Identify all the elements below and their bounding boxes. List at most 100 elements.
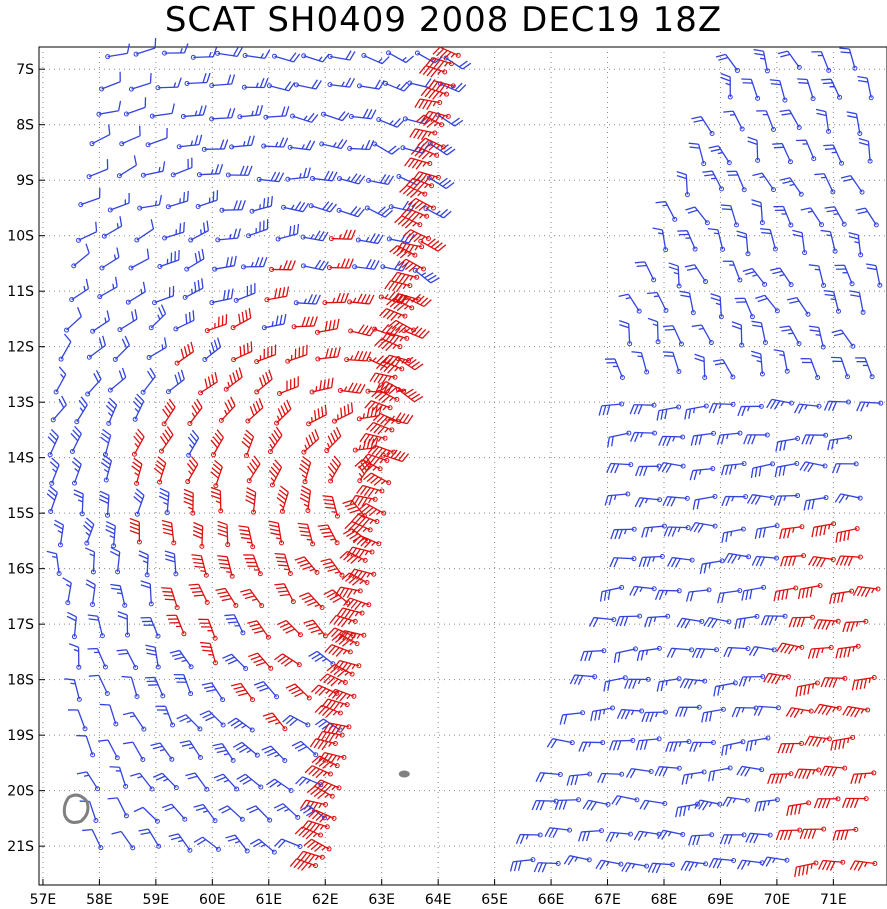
wind-barb (329, 614, 358, 628)
wind-barb (635, 736, 662, 751)
wind-barb (736, 859, 765, 870)
wind-barb (90, 310, 111, 334)
wind-barb (188, 220, 210, 243)
wind-barb (306, 785, 335, 800)
wind-barb (240, 256, 268, 270)
wind-barb (274, 838, 303, 850)
wind-barb (595, 859, 624, 870)
wind-barb (237, 105, 264, 120)
wind-barb (281, 201, 310, 213)
wind-barb (82, 828, 104, 851)
wind-barb (629, 585, 657, 597)
wind-barb (546, 738, 575, 749)
wind-barb (856, 400, 884, 412)
wind-barb (297, 522, 316, 547)
wind-barb (246, 805, 273, 823)
wind-barb (404, 157, 433, 170)
wind-barb (751, 555, 780, 567)
wind-barb (253, 681, 280, 700)
wind-barb (641, 523, 667, 538)
wind-barb (298, 455, 312, 485)
wind-barb (811, 51, 832, 73)
wind-barb (657, 461, 686, 473)
wind-barb (716, 430, 743, 445)
wind-barb (339, 550, 368, 565)
wind-barb (394, 215, 423, 229)
wind-barb (218, 396, 236, 423)
wind-barb (274, 583, 296, 605)
wind-barb (616, 708, 645, 720)
wind-barb (105, 520, 117, 549)
wind-barb (165, 369, 185, 395)
wind-barb (117, 309, 138, 333)
wind-barb (747, 136, 761, 163)
wind-barb (685, 206, 710, 226)
wind-barb (663, 525, 691, 537)
wind-barb (607, 430, 632, 448)
wind-barb (773, 349, 790, 374)
wind-barb (149, 103, 175, 119)
wind-barb (308, 809, 337, 823)
wind-barb (597, 771, 625, 784)
wind-barb (300, 230, 329, 242)
wind-barb (795, 680, 820, 697)
wind-barb (291, 316, 318, 330)
wind-barb (372, 141, 401, 155)
lon-tick-label: 67E (594, 892, 621, 908)
wind-barb (723, 110, 745, 132)
wind-barb (213, 773, 240, 792)
wind-barb (311, 755, 340, 769)
wind-barb (775, 435, 801, 452)
wind-barb (808, 325, 826, 350)
wind-barb (161, 43, 189, 56)
wind-barb (829, 588, 855, 605)
wind-barb (563, 855, 592, 866)
wind-barb (341, 572, 370, 586)
wind-barb (322, 292, 349, 306)
wind-barb (746, 494, 775, 505)
wind-barb (662, 495, 690, 507)
wind-barb (217, 555, 235, 579)
wind-barb (86, 159, 109, 180)
wind-barb (248, 652, 274, 671)
wind-barb (799, 826, 827, 840)
wind-barb (688, 142, 707, 167)
wind-barb (420, 87, 450, 100)
wind-barb (324, 644, 353, 657)
wind-barb (321, 698, 350, 711)
lat-tick-label: 15S (7, 506, 34, 522)
wind-barb (752, 172, 776, 193)
wind-barb (153, 456, 167, 485)
wind-barb (202, 337, 222, 363)
wind-barb (179, 740, 203, 760)
wind-barb (849, 860, 878, 872)
wind-barb (797, 583, 823, 600)
wind-barb (515, 832, 543, 845)
wind-barb (834, 264, 855, 287)
wind-barb (807, 644, 834, 659)
wind-barb (738, 674, 766, 687)
wind-barb (246, 219, 269, 239)
wind-barb (261, 137, 289, 149)
wind-barb (745, 832, 773, 844)
wind-barb (274, 552, 293, 576)
lat-tick-label: 18S (7, 673, 34, 689)
wind-barb (355, 233, 384, 245)
wind-barb (230, 308, 252, 331)
mauritius-outline (62, 793, 90, 824)
wind-barb (314, 704, 343, 718)
wind-barb (799, 461, 828, 473)
wind-barb (754, 523, 780, 539)
wind-barb (318, 751, 347, 765)
lon-tick-label: 59E (143, 892, 170, 908)
wind-barb (625, 767, 654, 779)
wind-barb (191, 554, 209, 578)
wind-barb (69, 278, 90, 303)
wind-barb (332, 402, 354, 424)
wind-barb (824, 206, 847, 227)
wind-barb (314, 318, 340, 335)
wind-barb (785, 707, 814, 719)
wind-barb (176, 714, 203, 732)
wind-barb (262, 712, 288, 732)
wind-barb (796, 139, 817, 162)
